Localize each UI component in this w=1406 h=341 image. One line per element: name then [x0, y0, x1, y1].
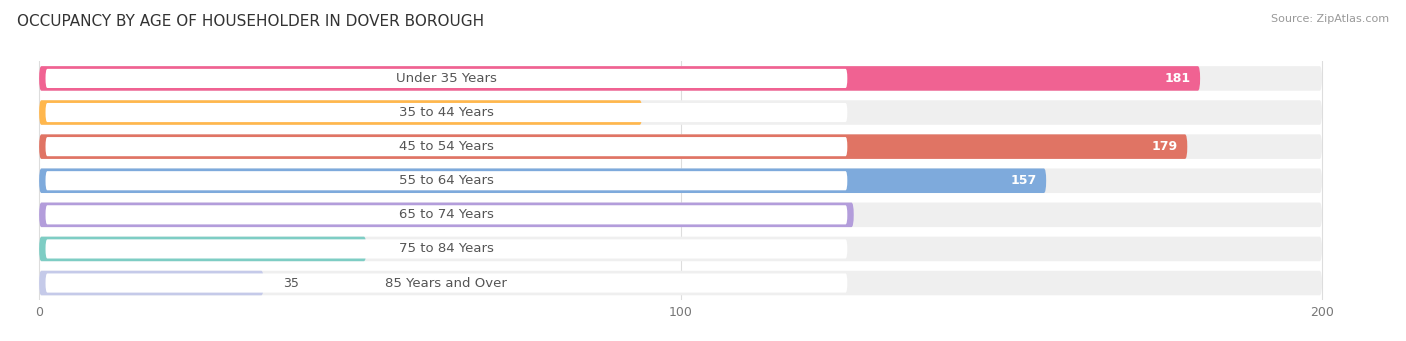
FancyBboxPatch shape [39, 237, 1322, 261]
Text: 181: 181 [1164, 72, 1191, 85]
FancyBboxPatch shape [45, 103, 848, 122]
Text: 55 to 64 Years: 55 to 64 Years [399, 174, 494, 187]
FancyBboxPatch shape [45, 69, 848, 88]
Text: Under 35 Years: Under 35 Years [396, 72, 496, 85]
FancyBboxPatch shape [39, 134, 1187, 159]
FancyBboxPatch shape [39, 100, 1322, 125]
FancyBboxPatch shape [45, 273, 848, 293]
Text: Source: ZipAtlas.com: Source: ZipAtlas.com [1271, 14, 1389, 24]
Text: OCCUPANCY BY AGE OF HOUSEHOLDER IN DOVER BOROUGH: OCCUPANCY BY AGE OF HOUSEHOLDER IN DOVER… [17, 14, 484, 29]
Text: 35 to 44 Years: 35 to 44 Years [399, 106, 494, 119]
FancyBboxPatch shape [39, 271, 263, 295]
FancyBboxPatch shape [39, 134, 1322, 159]
Text: 127: 127 [818, 208, 844, 221]
FancyBboxPatch shape [39, 100, 643, 125]
FancyBboxPatch shape [39, 168, 1046, 193]
Text: 94: 94 [614, 106, 633, 119]
FancyBboxPatch shape [39, 66, 1322, 91]
FancyBboxPatch shape [45, 171, 848, 190]
FancyBboxPatch shape [45, 137, 848, 156]
Text: 45 to 54 Years: 45 to 54 Years [399, 140, 494, 153]
FancyBboxPatch shape [45, 205, 848, 224]
FancyBboxPatch shape [39, 66, 1201, 91]
Text: 179: 179 [1152, 140, 1178, 153]
Text: 65 to 74 Years: 65 to 74 Years [399, 208, 494, 221]
FancyBboxPatch shape [39, 271, 1322, 295]
Text: 157: 157 [1011, 174, 1036, 187]
Text: 75 to 84 Years: 75 to 84 Years [399, 242, 494, 255]
FancyBboxPatch shape [45, 239, 848, 258]
FancyBboxPatch shape [39, 203, 853, 227]
FancyBboxPatch shape [39, 237, 366, 261]
FancyBboxPatch shape [39, 203, 1322, 227]
Text: 35: 35 [283, 277, 298, 290]
Text: 51: 51 [339, 242, 357, 255]
FancyBboxPatch shape [39, 168, 1322, 193]
Text: 85 Years and Over: 85 Years and Over [385, 277, 508, 290]
